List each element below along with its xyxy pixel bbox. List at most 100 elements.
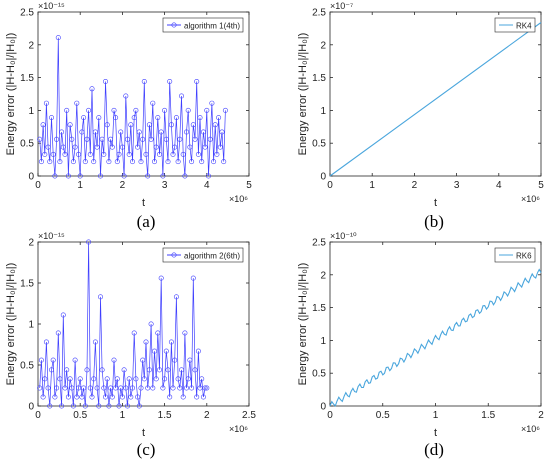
data-point bbox=[140, 357, 146, 363]
y-tick-label: 2.5 bbox=[20, 8, 34, 19]
data-point bbox=[76, 151, 82, 157]
data-point bbox=[50, 357, 56, 363]
y-tick-label: 1.5 bbox=[20, 73, 34, 84]
data-point bbox=[108, 385, 114, 391]
x-tick-label: 0 bbox=[327, 180, 333, 191]
data-point bbox=[141, 376, 147, 382]
panel-c: 0 0.5 1 1.5 2 2.5 0 0.5 1 1.5 2 ×10⁻¹⁵ ×10⁶ t Energy e… bbox=[5, 231, 256, 439]
y-tick-label: 2.5 bbox=[312, 8, 326, 19]
data-point bbox=[206, 173, 212, 179]
plot-area-b bbox=[329, 11, 542, 177]
data-point bbox=[47, 403, 53, 409]
data-point bbox=[52, 394, 58, 400]
data-point bbox=[152, 348, 158, 354]
data-point bbox=[135, 144, 141, 150]
data-point bbox=[82, 403, 88, 409]
data-point bbox=[48, 367, 54, 373]
data-point bbox=[86, 107, 92, 113]
legend-label: RK6 bbox=[516, 252, 532, 261]
data-point bbox=[79, 129, 85, 135]
data-point bbox=[111, 107, 117, 113]
data-point bbox=[64, 107, 70, 113]
x-tick-label: 0.5 bbox=[73, 410, 87, 421]
data-point bbox=[81, 115, 87, 121]
data-point bbox=[106, 159, 112, 165]
data-point bbox=[131, 115, 137, 121]
data-point bbox=[38, 159, 44, 165]
y-tick-label: 0.5 bbox=[312, 369, 326, 380]
data-point bbox=[121, 173, 127, 179]
data-point bbox=[116, 403, 122, 409]
y-axis-label: Energy error (|H-H₀|/|H₀|) bbox=[297, 33, 309, 156]
data-point bbox=[118, 385, 124, 391]
data-point bbox=[155, 330, 161, 336]
data-point bbox=[150, 385, 156, 391]
data-point bbox=[211, 159, 217, 165]
data-point bbox=[99, 136, 105, 142]
x-exponent: ×10⁶ bbox=[521, 424, 540, 434]
data-point bbox=[152, 159, 158, 165]
data-point bbox=[74, 394, 80, 400]
x-tick-label: 0.5 bbox=[376, 410, 390, 421]
y-tick-label: 0.5 bbox=[20, 139, 34, 150]
data-point bbox=[145, 385, 151, 391]
y-tick-label: 2 bbox=[28, 238, 34, 249]
data-point bbox=[84, 367, 90, 373]
data-point bbox=[195, 348, 201, 354]
data-point bbox=[128, 122, 134, 128]
data-point bbox=[84, 136, 90, 142]
data-point bbox=[69, 136, 75, 142]
data-point bbox=[89, 86, 95, 92]
data-point bbox=[43, 339, 49, 345]
caption-a: (a) bbox=[136, 212, 156, 231]
data-point bbox=[67, 376, 73, 382]
data-point bbox=[128, 394, 134, 400]
series-line-b bbox=[329, 22, 542, 177]
data-point bbox=[140, 136, 146, 142]
x-tick-label: 4 bbox=[204, 180, 210, 191]
y-axis-label: Energy error (|H-H₀|/|H₀|) bbox=[297, 263, 309, 386]
y-tick-label: 1 bbox=[28, 106, 34, 117]
data-point bbox=[40, 122, 46, 128]
data-point bbox=[43, 100, 49, 106]
data-point bbox=[185, 376, 191, 382]
data-point bbox=[72, 144, 78, 150]
legend-box bbox=[162, 247, 244, 263]
data-point bbox=[82, 159, 88, 165]
x-exponent: ×10⁶ bbox=[229, 194, 248, 204]
data-point bbox=[89, 394, 95, 400]
data-point bbox=[40, 394, 46, 400]
x-tick-label: 4 bbox=[496, 180, 502, 191]
data-point bbox=[190, 275, 196, 281]
data-point bbox=[91, 159, 97, 165]
data-point bbox=[204, 107, 210, 113]
data-point bbox=[162, 376, 168, 382]
x-tick-label: 2 bbox=[120, 180, 126, 191]
data-point bbox=[165, 367, 171, 373]
y-tick-label: 2 bbox=[28, 40, 34, 51]
y-tick-label: 2 bbox=[320, 270, 326, 281]
data-point bbox=[143, 339, 149, 345]
x-tick-label: 1 bbox=[433, 410, 439, 421]
data-point bbox=[77, 376, 83, 382]
data-point bbox=[87, 385, 93, 391]
data-point bbox=[119, 144, 125, 150]
y-tick-label: 0 bbox=[28, 402, 34, 413]
data-point bbox=[37, 136, 43, 142]
data-point bbox=[76, 385, 82, 391]
data-point bbox=[57, 159, 63, 165]
data-point bbox=[163, 136, 169, 142]
data-point bbox=[190, 122, 196, 128]
data-point bbox=[114, 159, 120, 165]
data-point bbox=[99, 367, 105, 373]
data-point bbox=[167, 79, 173, 85]
legend-box bbox=[494, 17, 536, 33]
data-point bbox=[165, 159, 171, 165]
y-tick-label: 0 bbox=[320, 172, 326, 183]
data-point bbox=[130, 385, 136, 391]
data-point bbox=[179, 367, 185, 373]
data-point bbox=[72, 357, 78, 363]
x-exponent: ×10⁶ bbox=[521, 194, 540, 204]
data-point bbox=[175, 376, 181, 382]
